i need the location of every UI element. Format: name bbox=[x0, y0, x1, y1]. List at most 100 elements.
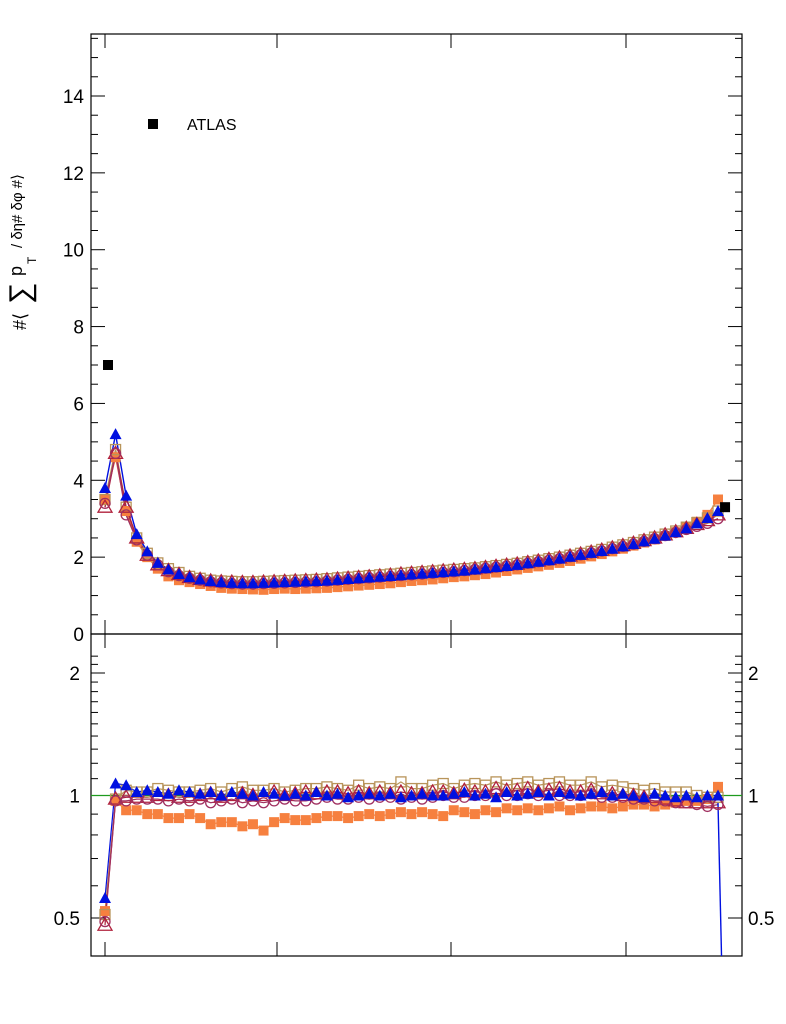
blue-filled-triangles-point bbox=[500, 559, 513, 571]
orange-filled-squares-ratio-point bbox=[258, 825, 269, 836]
purple-open-circles-ratio-point bbox=[120, 795, 132, 807]
ylabel-rest: / δη# δφ #⟩ bbox=[9, 174, 26, 248]
orange-filled-squares-ratio-point bbox=[670, 797, 681, 808]
blue-filled-triangles-ratio-point bbox=[458, 786, 471, 798]
blue-filled-triangles-point bbox=[162, 563, 175, 575]
orange-filled-squares-point bbox=[417, 575, 428, 586]
orange-filled-squares-point bbox=[121, 506, 132, 517]
blue-filled-triangles-point bbox=[246, 577, 259, 589]
blue-filled-triangles-point bbox=[120, 489, 133, 501]
ratio-y-tick-label: 1 bbox=[69, 787, 80, 808]
ylabel-sum: ∑ bbox=[4, 283, 37, 304]
orange-filled-squares-ratio-point bbox=[459, 807, 470, 818]
orange-filled-squares-ratio-point bbox=[533, 805, 544, 816]
blue-filled-triangles-point bbox=[437, 566, 450, 578]
orange-filled-squares-point bbox=[279, 583, 290, 594]
blue-filled-triangles-point bbox=[331, 573, 344, 585]
main-panel: 0 2 4 6 8 10 12 14 ATLAS #⟨ ∑ p T / δη# δφ #⟩ bbox=[4, 33, 743, 646]
blue-filled-triangles-ratio-point bbox=[183, 786, 196, 798]
orange-filled-squares-ratio-point bbox=[195, 813, 206, 824]
blue-filled-triangles-point bbox=[416, 567, 429, 579]
blue-filled-triangles-point bbox=[468, 563, 481, 575]
tan-open-squares-point bbox=[109, 443, 122, 456]
blue-filled-triangles-point bbox=[373, 570, 386, 582]
legend-atlas-label: ATLAS bbox=[187, 117, 237, 134]
blue-filled-triangles-point bbox=[553, 552, 566, 564]
blue-filled-triangles-ratio-point bbox=[194, 787, 207, 799]
orange-filled-squares-point bbox=[258, 584, 269, 595]
blue-filled-triangles-ratio-point bbox=[363, 787, 376, 799]
blue-filled-triangles-ratio-point bbox=[616, 787, 629, 799]
blue-filled-triangles-point bbox=[701, 511, 714, 523]
blue-filled-triangles-ratio-point bbox=[162, 787, 175, 799]
orange-filled-squares-point bbox=[469, 570, 480, 581]
orange-filled-squares-ratio-point bbox=[543, 803, 554, 814]
orange-filled-squares-ratio-point bbox=[353, 811, 364, 822]
crimson-open-triangles-point bbox=[118, 498, 135, 513]
blue-filled-triangles-ratio-point bbox=[468, 789, 481, 801]
blue-filled-triangles-ratio-point bbox=[595, 786, 608, 798]
blue-filled-triangles-ratio-point bbox=[373, 789, 386, 801]
blue-filled-triangles-point bbox=[595, 544, 608, 556]
blue-filled-triangles-point bbox=[680, 522, 693, 534]
blue-filled-triangles-ratio-point bbox=[532, 786, 545, 798]
blue-filled-triangles-ratio-point bbox=[627, 789, 640, 801]
blue-filled-triangles-ratio-point bbox=[120, 779, 133, 791]
blue-filled-triangles-point bbox=[183, 571, 196, 583]
blue-filled-triangles-point bbox=[394, 569, 407, 581]
ratio-axis-ticks: 0.5 0.5 1 1 2 2 bbox=[54, 634, 774, 956]
orange-filled-squares-point bbox=[364, 579, 375, 590]
blue-filled-triangles-ratio-point bbox=[299, 789, 312, 801]
main-axis-ticks: 0 2 4 6 8 10 12 14 bbox=[63, 34, 742, 646]
blue-filled-triangles-point bbox=[616, 540, 629, 552]
blue-filled-triangles-point bbox=[521, 557, 534, 569]
orange-filled-squares-point bbox=[142, 552, 153, 563]
atlas-point bbox=[103, 360, 113, 370]
orange-filled-squares-ratio-point bbox=[121, 805, 132, 816]
orange-filled-squares-point bbox=[406, 575, 417, 586]
blue-filled-triangles-ratio-point bbox=[394, 791, 407, 803]
orange-filled-squares-ratio-point bbox=[480, 805, 491, 816]
blue-filled-triangles-ratio-point bbox=[352, 789, 365, 801]
blue-filled-triangles-point bbox=[310, 574, 323, 586]
blue-filled-triangles-point bbox=[299, 575, 312, 587]
orange-filled-squares-ratio-point bbox=[269, 817, 280, 828]
orange-filled-squares-ratio-point bbox=[554, 801, 565, 812]
orange-filled-squares-ratio-point bbox=[512, 805, 523, 816]
blue-filled-triangles-point bbox=[151, 556, 164, 568]
tan-open-squares-curve bbox=[104, 449, 719, 583]
blue-filled-triangles-ratio-point bbox=[384, 787, 397, 799]
ratio-series-points bbox=[96, 776, 727, 931]
blue-filled-triangles-ratio-point bbox=[141, 784, 154, 796]
orange-filled-squares-point bbox=[300, 583, 311, 594]
blue-filled-triangles-ratio-point bbox=[500, 786, 513, 798]
orange-filled-squares-ratio-point bbox=[247, 819, 258, 830]
blue-filled-triangles-ratio-point bbox=[606, 789, 619, 801]
blue-filled-triangles-point bbox=[511, 558, 524, 570]
blue-filled-triangles-curve bbox=[104, 434, 719, 584]
crimson-open-triangles-point bbox=[170, 566, 188, 581]
blue-filled-triangles-point bbox=[542, 554, 555, 566]
blue-filled-triangles-ratio-point bbox=[553, 786, 566, 798]
orange-filled-squares-point bbox=[459, 571, 470, 582]
y-axis-label: #⟨ ∑ p T / δη# δφ #⟩ bbox=[4, 174, 39, 330]
purple-open-circles-ratio-point bbox=[205, 797, 217, 809]
orange-filled-squares-ratio-point bbox=[173, 813, 184, 824]
crimson-open-triangles-point bbox=[181, 569, 198, 584]
orange-filled-squares-point bbox=[353, 580, 364, 591]
orange-filled-squares-ratio-point bbox=[290, 815, 301, 826]
orange-filled-squares-ratio-point bbox=[374, 811, 385, 822]
orange-filled-squares-ratio-point bbox=[321, 811, 332, 822]
y-tick-label: 8 bbox=[73, 318, 84, 339]
blue-filled-triangles-ratio-point bbox=[659, 789, 672, 801]
ratio-y-tick-label-right: 2 bbox=[748, 664, 759, 685]
legend: ATLAS bbox=[148, 117, 237, 134]
blue-filled-triangles-ratio-point bbox=[669, 791, 682, 803]
blue-filled-triangles-ratio-point bbox=[680, 789, 693, 801]
y-tick-label: 4 bbox=[73, 471, 84, 492]
blue-filled-triangles-ratio-point bbox=[172, 784, 185, 796]
legend-atlas-marker bbox=[148, 119, 158, 129]
orange-filled-squares-ratio-point bbox=[205, 819, 216, 830]
blue-filled-triangles-ratio-point bbox=[246, 789, 259, 801]
blue-filled-triangles-point bbox=[564, 550, 577, 562]
